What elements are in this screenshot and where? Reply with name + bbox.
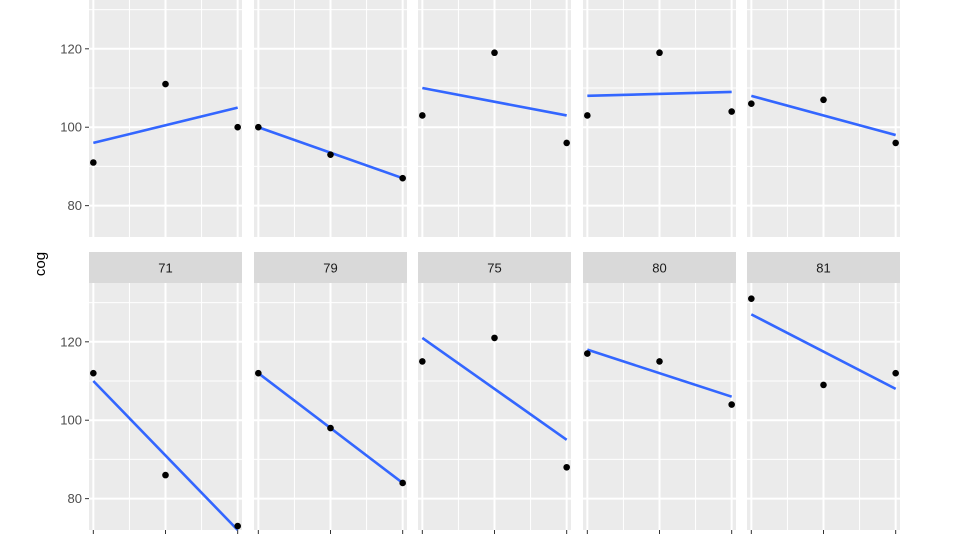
data-point [491, 49, 498, 57]
data-point [399, 479, 406, 487]
data-point [892, 139, 899, 147]
facet-strip [418, 252, 571, 283]
data-point [255, 369, 262, 377]
fit-line [93, 106, 238, 145]
facet-strip-label: 75 [487, 261, 501, 276]
y-tick-label: 80 [68, 491, 82, 506]
y-tick-label: 100 [60, 120, 82, 135]
facet-panel: 71 80 100 120 [60, 252, 242, 534]
data-point [892, 369, 899, 377]
facet-panel [254, 0, 407, 237]
facet-panel [583, 0, 736, 237]
y-tick-label: 120 [60, 41, 82, 56]
facet-strip-label: 71 [158, 261, 172, 276]
data-point [563, 139, 570, 147]
facet-panel: 80 [583, 252, 736, 534]
data-point [419, 112, 426, 119]
facet-panel: 79 [254, 252, 407, 534]
facet-panel: 80 100 120 [60, 0, 242, 237]
fit-line [750, 94, 897, 137]
facet-strip [583, 252, 736, 283]
data-point [491, 334, 498, 342]
facet-strip [747, 252, 900, 283]
data-point [419, 358, 426, 365]
data-point [584, 350, 591, 357]
fit-line [750, 313, 897, 391]
fit-line [421, 336, 568, 441]
data-point [563, 463, 570, 471]
facet-strip [89, 252, 242, 283]
fit-line [586, 348, 733, 398]
facet-panel [747, 0, 900, 237]
data-point [255, 123, 262, 131]
data-point [90, 369, 97, 377]
data-point [162, 80, 169, 88]
data-point [234, 522, 241, 530]
facet-panel [418, 0, 571, 237]
facet-panel: 81 [747, 252, 900, 534]
data-point [728, 108, 735, 115]
facet-strip-label: 79 [323, 261, 337, 276]
data-point [162, 471, 169, 479]
data-point [656, 358, 663, 365]
fit-line [92, 380, 239, 531]
y-tick-label: 120 [60, 334, 82, 349]
data-point [748, 295, 755, 302]
data-point [820, 381, 827, 389]
data-point [327, 151, 334, 158]
data-point [234, 123, 241, 131]
data-point [728, 401, 735, 408]
data-point [327, 424, 334, 432]
data-point [90, 159, 97, 166]
data-point [584, 112, 591, 119]
data-point [399, 174, 406, 182]
data-point [820, 96, 827, 104]
fit-line [587, 90, 732, 98]
fit-line [422, 86, 567, 117]
y-tick-label: 80 [68, 198, 82, 213]
facet-strip-label: 81 [816, 261, 830, 276]
data-point [656, 49, 663, 57]
facet-strip-label: 80 [652, 261, 666, 276]
y-tick-label: 100 [60, 413, 82, 428]
data-point [748, 100, 755, 107]
facet-strip [254, 252, 407, 283]
facet-panel: 75 [418, 252, 571, 534]
y-axis-label: cog [32, 252, 49, 276]
